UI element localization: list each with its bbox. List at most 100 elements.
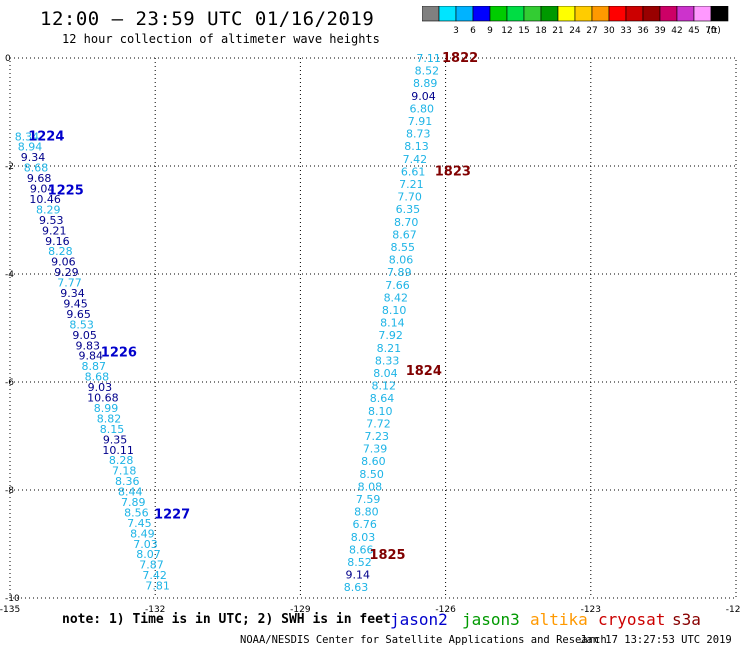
wave-height-value: 8.99 xyxy=(94,402,119,415)
colorbar-tick-label: 36 xyxy=(637,26,649,36)
track-time-label: 1227 xyxy=(154,507,190,522)
y-tick-label: -2 xyxy=(5,162,14,172)
wave-height-value: 7.92 xyxy=(378,329,403,342)
wave-height-value: 9.04 xyxy=(411,90,436,103)
x-tick-label: -129 xyxy=(290,605,311,615)
wave-height-value: 8.42 xyxy=(384,291,409,304)
wave-height-value: 8.10 xyxy=(382,304,407,317)
colorbar-tick-label: 70 xyxy=(705,26,717,36)
track-time-label: 1824 xyxy=(406,364,442,379)
wave-height-value: 9.04 xyxy=(30,183,55,196)
color-scale-legend: 3 6 9 12 15 18 21 24 27 30 33 36 39 42 45 70(ft) xyxy=(422,6,729,36)
wave-height-value: 8.82 xyxy=(97,412,122,425)
wave-height-value: 8.89 xyxy=(413,77,438,90)
wave-height-value: 8.28 xyxy=(48,245,73,258)
y-tick-label: -6 xyxy=(5,378,14,388)
wave-height-value: 7.59 xyxy=(356,493,381,506)
wave-height-value: 8.80 xyxy=(354,506,379,519)
legend-jason2: jason2 xyxy=(390,610,448,629)
wave-height-value: 8.36 xyxy=(115,475,140,488)
wave-height-value: 6.76 xyxy=(352,518,377,531)
wave-height-value: 8.15 xyxy=(100,423,125,436)
colorbar-unit: (ft) xyxy=(707,26,721,36)
wave-height-value: 7.70 xyxy=(397,191,422,204)
track-time-label: 1224 xyxy=(28,129,64,144)
wave-height-value: 9.45 xyxy=(63,297,88,310)
legend-jason3: jason3 xyxy=(462,610,520,629)
wave-height-value: 7.11 xyxy=(416,52,441,65)
wave-height-value: 8.94 xyxy=(18,141,43,154)
wave-height-value: 8.07 xyxy=(136,548,161,561)
wave-height-value: 9.14 xyxy=(346,569,371,582)
chart-subtitle: 12 hour collection of altimeter wave hei… xyxy=(62,32,380,46)
wave-height-value: 9.34 xyxy=(21,151,46,164)
wave-height-value: 8.33 xyxy=(375,354,400,367)
colorbar-tick-label: 45 xyxy=(688,26,699,36)
wave-height-value: 9.34 xyxy=(60,287,85,300)
wave-height-value: 8.29 xyxy=(36,203,61,216)
wave-height-value: 7.77 xyxy=(57,277,82,290)
wave-height-value: 6.35 xyxy=(396,203,421,216)
track-time-label: 1823 xyxy=(435,164,471,179)
x-tick-label: -123 xyxy=(581,605,601,615)
wave-height-value: 7.45 xyxy=(127,517,152,530)
x-tick-label: -120 xyxy=(726,605,740,615)
wave-height-value: 8.70 xyxy=(394,216,419,229)
wave-height-plot: -135 -132 -129 -126 -123 -120 0 -2 -4 -6 -8 -10 8.34… xyxy=(0,51,740,615)
credit-line: NOAA/NESDIS Center for Satellite Applica… xyxy=(240,634,607,646)
wave-height-value: 9.29 xyxy=(54,266,79,279)
wave-height-value: 9.03 xyxy=(88,381,113,394)
wave-height-value: 8.13 xyxy=(404,140,429,153)
wave-height-value: 9.05 xyxy=(72,329,97,342)
wave-height-value: 8.68 xyxy=(85,371,110,384)
colorbar-tick-label: 18 xyxy=(535,26,547,36)
wave-height-value: 8.64 xyxy=(370,392,395,405)
colorbar-tick-label: 30 xyxy=(603,26,615,36)
wave-height-value: 7.66 xyxy=(385,279,410,292)
wave-height-value: 8.52 xyxy=(415,65,440,78)
wave-height-value: 9.06 xyxy=(51,256,76,269)
wave-height-value: 7.23 xyxy=(365,430,390,443)
legend-altika: altika xyxy=(530,610,588,629)
wave-height-value: 8.34 xyxy=(15,130,40,143)
units-note: note: 1) Time is in UTC; 2) SWH is in fe… xyxy=(62,612,391,627)
wave-height-value: 8.55 xyxy=(390,241,415,254)
wave-height-value: 9.53 xyxy=(39,214,64,227)
colorbar-tick-label: 9 xyxy=(487,26,493,36)
y-tick-label: -4 xyxy=(5,270,14,280)
wave-height-value: 8.04 xyxy=(373,367,398,380)
wave-height-value: 10.68 xyxy=(87,392,119,405)
generated-timestamp: Jan 17 13:27:53 UTC 2019 xyxy=(580,634,732,646)
colorbar-tick-label: 27 xyxy=(586,26,597,36)
track-time-label: 1225 xyxy=(48,183,84,198)
wave-height-value: 6.80 xyxy=(409,102,434,115)
wave-height-value: 8.44 xyxy=(118,486,143,499)
legend-cryosat: cryosat xyxy=(598,610,666,629)
wave-height-value: 8.68 xyxy=(24,162,49,175)
wave-height-value: 8.53 xyxy=(69,318,94,331)
track-time-label: 1825 xyxy=(369,548,405,563)
wave-height-value: 6.61 xyxy=(401,165,426,178)
wave-height-value: 7.72 xyxy=(366,417,391,430)
wave-height-value: 7.91 xyxy=(408,115,433,128)
wave-height-value: 8.21 xyxy=(377,342,402,355)
colorbar-tick-label: 39 xyxy=(654,26,666,36)
chart-title: 12:00 — 23:59 UTC 01/16/2019 xyxy=(40,8,375,30)
wave-height-value: 8.60 xyxy=(361,455,386,468)
wave-height-value: 7.39 xyxy=(363,443,388,456)
wave-height-value: 8.10 xyxy=(368,405,393,418)
colorbar-tick-label: 33 xyxy=(620,26,631,36)
wave-height-value: 8.03 xyxy=(351,531,376,544)
colorbar-tick-label: 15 xyxy=(518,26,529,36)
colorbar-tick-label: 24 xyxy=(569,26,581,36)
colorbar-tick-label: 21 xyxy=(552,26,563,36)
wave-height-value: 7.42 xyxy=(403,153,428,166)
wave-height-value: 8.08 xyxy=(358,480,383,493)
wave-height-value: 10.11 xyxy=(102,444,134,457)
wave-height-value: 10.46 xyxy=(29,193,61,206)
wave-height-value: 8.56 xyxy=(124,506,149,519)
y-tick-label: 0 xyxy=(5,54,11,64)
wave-height-value: 8.67 xyxy=(392,228,417,241)
plot-frame xyxy=(9,57,737,599)
wave-height-value: 8.28 xyxy=(109,454,134,467)
